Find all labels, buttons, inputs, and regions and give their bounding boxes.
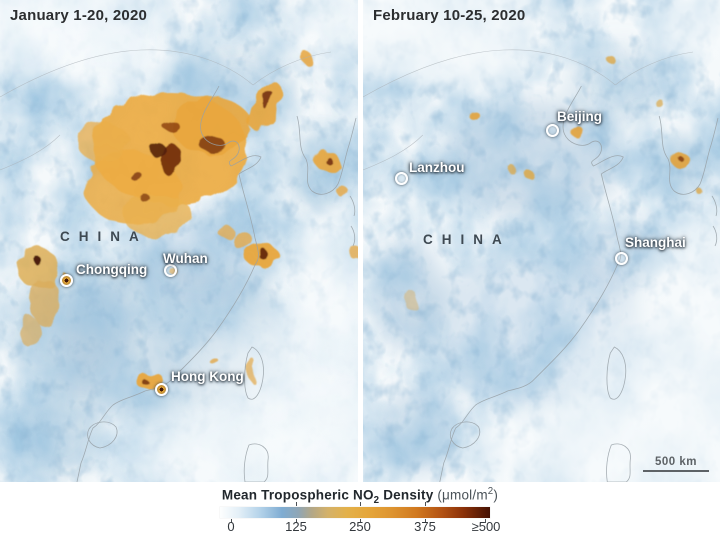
city-label-shanghai: Shanghai xyxy=(625,235,686,250)
legend-title-main: Mean Tropospheric NO xyxy=(221,487,374,503)
legend-colorbar xyxy=(220,502,490,523)
map-panel-january: January 1-20, 2020 CHINA Chongqing Wuhan… xyxy=(0,0,358,482)
legend-title: Mean Tropospheric NO2 Density (μmol/m2) xyxy=(0,486,720,506)
city-label-chongqing: Chongqing xyxy=(76,262,148,277)
coastlines xyxy=(439,85,719,482)
colorbar-label-250: 250 xyxy=(349,519,371,534)
city-marker-wuhan xyxy=(164,264,177,277)
map-panel-february: February 10-25, 2020 CHINA Lanzhou Beiji… xyxy=(363,0,720,482)
colorbar-tick xyxy=(360,519,362,523)
city-marker-beijing xyxy=(546,124,559,137)
legend-title-subscript: 2 xyxy=(373,495,380,507)
legend-units-sup: 2 xyxy=(487,486,494,497)
colorbar-tick xyxy=(425,502,427,506)
city-label-lanzhou: Lanzhou xyxy=(409,160,465,175)
city-label-beijing: Beijing xyxy=(557,109,603,124)
panel-title-february: February 10-25, 2020 xyxy=(373,7,526,24)
colorbar-tick xyxy=(484,519,486,523)
country-label-china-left: CHINA xyxy=(60,229,148,244)
colorbar-label-375: 375 xyxy=(414,519,436,534)
legend-title-rest: Density xyxy=(379,487,434,503)
scale-bar-line xyxy=(643,469,709,472)
country-label-china-right: CHINA xyxy=(423,232,511,247)
panel-title-january: January 1-20, 2020 xyxy=(10,7,148,24)
colorbar-tick xyxy=(360,502,362,506)
february-map-graphic xyxy=(363,0,720,482)
city-marker-hong-kong xyxy=(155,383,168,396)
coastlines xyxy=(76,85,357,482)
scale-bar-label: 500 km xyxy=(654,455,697,468)
city-label-wuhan: Wuhan xyxy=(163,251,208,266)
scale-bar: 500 km xyxy=(643,455,709,472)
colorbar-tick xyxy=(295,502,297,506)
colorbar-tick xyxy=(230,519,232,523)
colorbar-tick xyxy=(295,519,297,523)
city-marker-lanzhou xyxy=(395,172,408,185)
legend-units-post: ) xyxy=(493,487,499,503)
city-marker-shanghai xyxy=(615,252,628,265)
legend-units-pre: (μmol/m xyxy=(433,487,488,503)
country-borders xyxy=(0,49,332,171)
city-label-hong-kong: Hong Kong xyxy=(171,369,244,384)
colorbar-label-0: 0 xyxy=(227,519,235,534)
colorbar-tick xyxy=(425,519,427,523)
january-map-graphic xyxy=(0,0,358,482)
colorbar-label-500: ≥500 xyxy=(471,519,501,534)
colorbar-label-125: 125 xyxy=(285,519,307,534)
country-borders xyxy=(363,49,694,171)
city-marker-chongqing xyxy=(60,274,73,287)
